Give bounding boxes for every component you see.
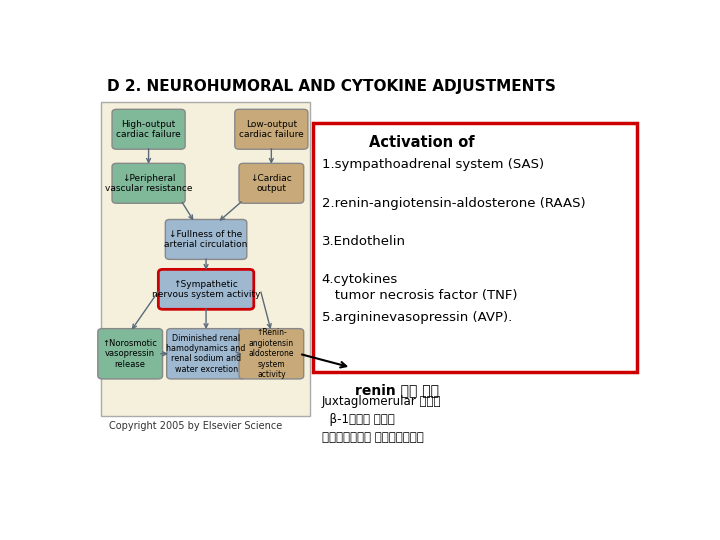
FancyBboxPatch shape [235, 109, 308, 149]
Text: Copyright 2005 by Elsevier Science: Copyright 2005 by Elsevier Science [109, 421, 283, 431]
Text: 1.sympathoadrenal system (SAS): 1.sympathoadrenal system (SAS) [322, 158, 544, 171]
FancyBboxPatch shape [98, 329, 163, 379]
Text: ↑Sympathetic
nervous system activity: ↑Sympathetic nervous system activity [152, 280, 261, 299]
Text: 3.Endothelin: 3.Endothelin [322, 235, 405, 248]
Text: renin 분비 증가: renin 분비 증가 [355, 383, 439, 397]
Text: Juxtaglomerular 기구내
  β-1수용체 자극돼
신혁류량감소로 압력수용체자극: Juxtaglomerular 기구내 β-1수용체 자극돼 신혁류량감소로 압… [322, 395, 441, 444]
Text: Activation of: Activation of [369, 136, 474, 151]
Text: ↓Peripheral
vascular resistance: ↓Peripheral vascular resistance [105, 173, 192, 193]
FancyBboxPatch shape [239, 163, 304, 203]
FancyBboxPatch shape [101, 102, 310, 416]
FancyBboxPatch shape [167, 329, 246, 379]
Text: ↓Fullness of the
arterial circulation: ↓Fullness of the arterial circulation [164, 230, 248, 249]
Text: Diminished renal
hamodynamics and
renal sodium and
water excretion: Diminished renal hamodynamics and renal … [166, 334, 246, 374]
Text: 2.renin-angiotensin-aldosterone (RAAS): 2.renin-angiotensin-aldosterone (RAAS) [322, 197, 585, 210]
Text: 5.argininevasopressin (AVP).: 5.argininevasopressin (AVP). [322, 312, 512, 325]
FancyBboxPatch shape [112, 109, 185, 149]
Text: ↑Norosmotic
vasopressin
release: ↑Norosmotic vasopressin release [103, 339, 158, 369]
Text: ↓Cardiac
output: ↓Cardiac output [251, 173, 292, 193]
Text: 4.cytokines
   tumor necrosis factor (TNF): 4.cytokines tumor necrosis factor (TNF) [322, 273, 517, 302]
FancyBboxPatch shape [112, 163, 185, 203]
FancyBboxPatch shape [166, 219, 247, 259]
Text: Low-output
cardiac failure: Low-output cardiac failure [239, 119, 304, 139]
Text: D 2. NEUROHUMORAL AND CYTOKINE ADJUSTMENTS: D 2. NEUROHUMORAL AND CYTOKINE ADJUSTMEN… [107, 79, 556, 94]
FancyBboxPatch shape [158, 269, 253, 309]
Text: High-output
cardiac failure: High-output cardiac failure [116, 119, 181, 139]
FancyBboxPatch shape [313, 123, 637, 373]
FancyBboxPatch shape [239, 329, 304, 379]
Text: ↑Renin-
angiotensin
aldosterone
system
activity: ↑Renin- angiotensin aldosterone system a… [248, 328, 294, 379]
